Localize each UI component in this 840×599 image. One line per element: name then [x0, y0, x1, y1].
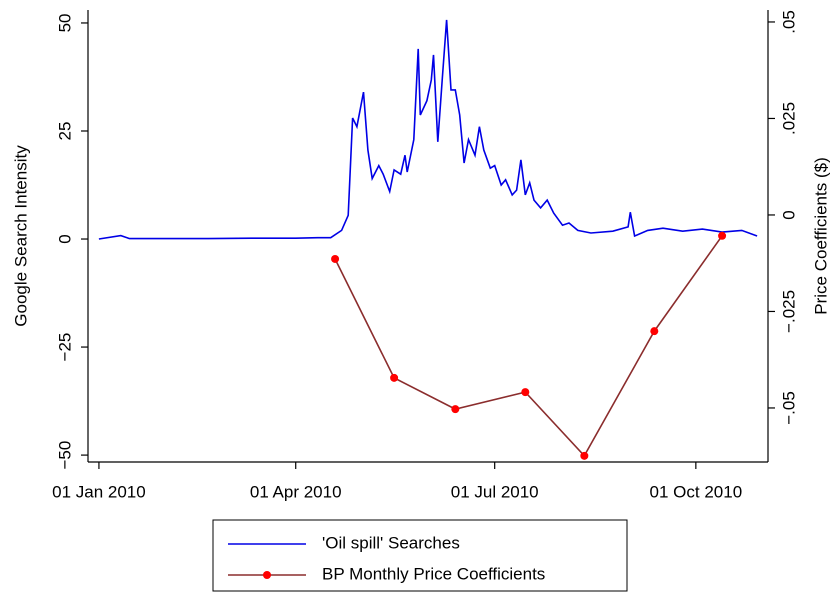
y2-tick-label: −.05 [779, 391, 798, 425]
series-marker [390, 373, 399, 382]
y2-tick-label: .05 [779, 10, 798, 34]
y-tick-label: 0 [55, 234, 74, 243]
series-marker [331, 254, 340, 263]
y-tick-label: −50 [55, 441, 74, 470]
y-axis-label: Google Search Intensity [11, 145, 30, 327]
series-marker [521, 388, 530, 397]
series-marker [718, 231, 727, 240]
legend-box [212, 519, 628, 592]
y2-tick-label: 0 [779, 210, 798, 219]
y2-tick-label: .025 [779, 102, 798, 135]
x-tick-label: 01 Apr 2010 [250, 482, 342, 501]
x-tick-label: 01 Jan 2010 [52, 482, 146, 501]
series-marker [580, 451, 589, 460]
legend-marker [263, 571, 271, 579]
series-marker [650, 327, 659, 336]
y2-tick-label: −.025 [779, 290, 798, 333]
y2-axis-label: Price Coefficients ($) [811, 157, 830, 314]
series-line [98, 19, 758, 240]
y-tick-label: 50 [55, 14, 74, 33]
series-marker [451, 405, 460, 414]
x-tick-label: 01 Jul 2010 [451, 482, 539, 501]
legend-label: BP Monthly Price Coefficients [322, 564, 545, 583]
y-tick-label: 25 [55, 122, 74, 141]
series-line [334, 235, 723, 458]
x-tick-label: 01 Oct 2010 [650, 482, 743, 501]
legend-label: 'Oil spill' Searches [322, 533, 460, 552]
y-tick-label: −25 [55, 333, 74, 362]
